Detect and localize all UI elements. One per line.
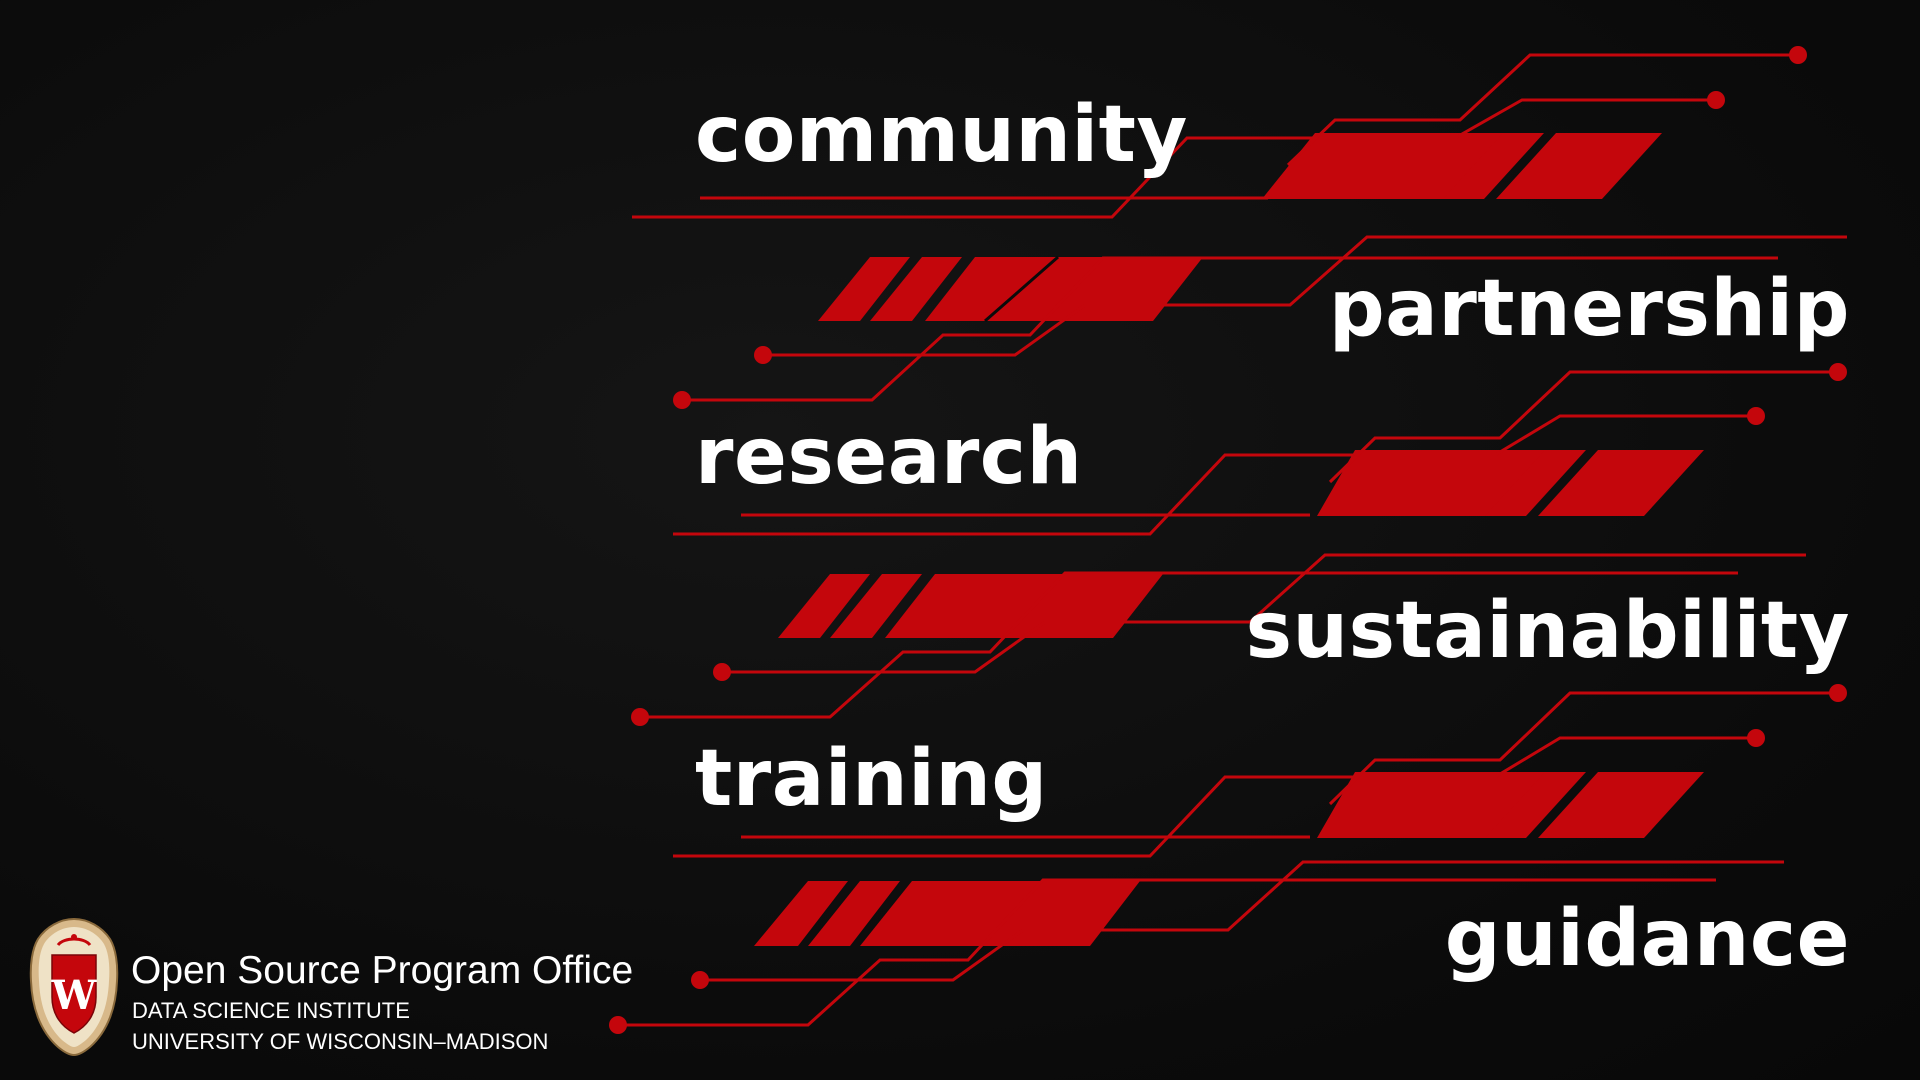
- word-community: community: [695, 90, 1188, 180]
- circuit-row-training: [673, 684, 1847, 858]
- word-training: training: [695, 734, 1048, 824]
- word-partnership: partnership: [1328, 264, 1850, 354]
- circuit-row-community: [632, 46, 1807, 219]
- circuit-row-partnership: [673, 235, 1847, 409]
- word-research: research: [695, 412, 1083, 502]
- word-guidance: guidance: [1444, 894, 1850, 984]
- university-name: UNIVERSITY OF WISCONSIN–MADISON: [132, 1029, 549, 1054]
- uw-madison-crest-icon: W: [29, 917, 119, 1057]
- branding-block: W Open Source Program Office DATA SCIENC…: [28, 915, 688, 1065]
- circuit-row-guidance: [609, 860, 1784, 1034]
- circuit-row-research: [673, 363, 1847, 536]
- word-sustainability: sustainability: [1245, 586, 1850, 676]
- office-name: Open Source Program Office: [131, 949, 634, 992]
- circuit-row-sustainability: [631, 553, 1806, 726]
- svg-text:W: W: [51, 972, 98, 1019]
- institute-name: DATA SCIENCE INSTITUTE: [132, 998, 410, 1023]
